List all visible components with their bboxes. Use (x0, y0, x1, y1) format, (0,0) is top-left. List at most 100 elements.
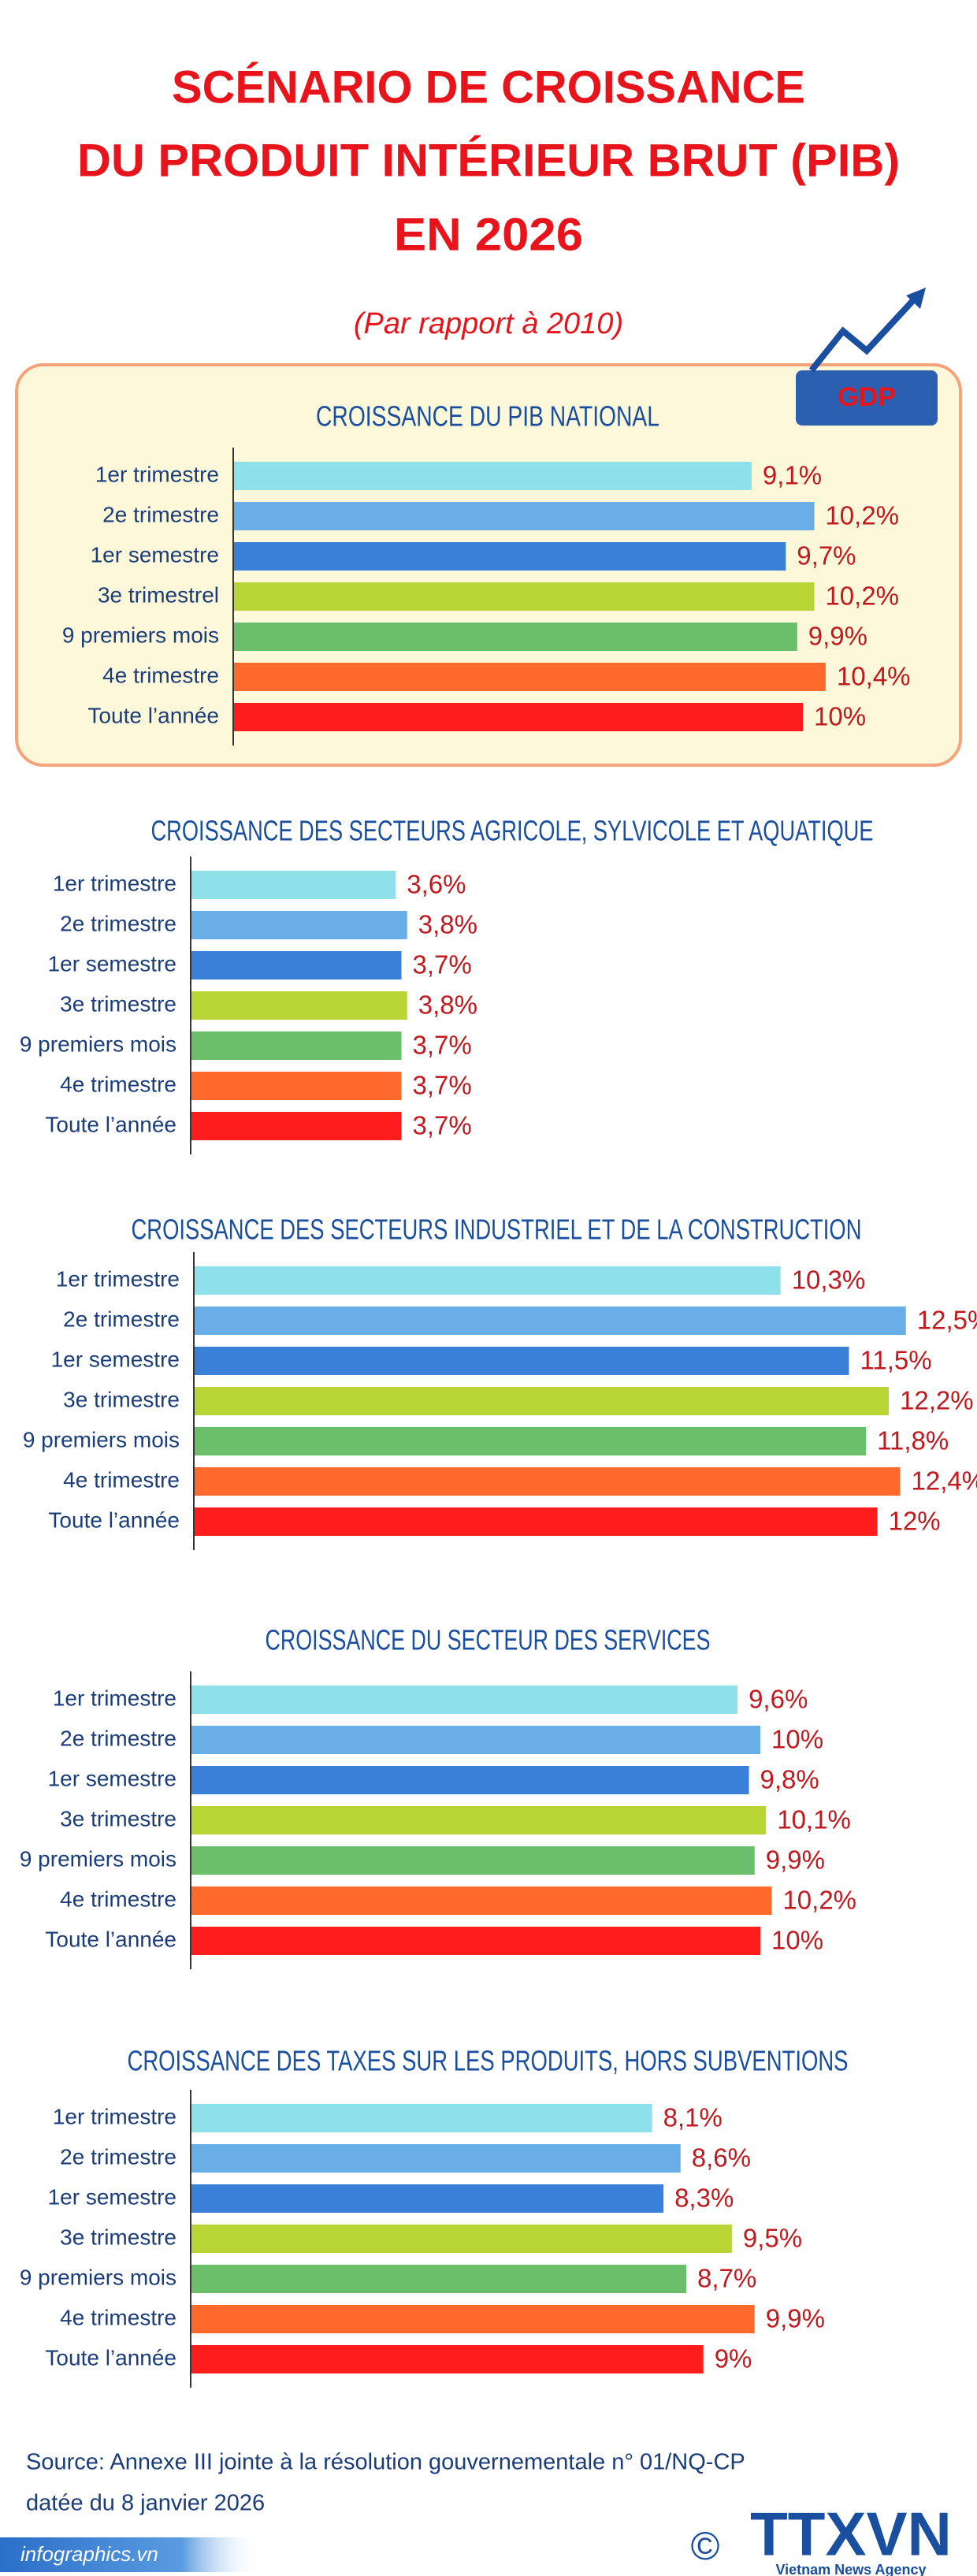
value-label: 12,4% (912, 1466, 977, 1496)
category-label: 3e trimestre (60, 1806, 176, 1831)
bar (194, 1467, 901, 1496)
category-label: Toute l’année (45, 1112, 176, 1136)
bar (194, 1427, 867, 1455)
value-label: 8,6% (692, 2143, 751, 2173)
value-label: 10,3% (792, 1266, 866, 1295)
bar (191, 2305, 755, 2333)
value-label: 9,9% (766, 1846, 825, 1875)
value-label: 11,5% (860, 1346, 931, 1375)
value-label: 3,7% (413, 950, 472, 979)
bar (191, 1032, 402, 1060)
chart-title: CROISSANCE DES SECTEURS AGRICOLE, SYLVIC… (151, 815, 874, 847)
category-label: 2e trimestre (102, 502, 219, 526)
category-label: 9 premiers mois (20, 1032, 176, 1056)
category-label: 2e trimestre (63, 1307, 180, 1331)
value-label: 12% (889, 1507, 941, 1536)
value-label: 10% (771, 1926, 823, 1955)
category-label: 9 premiers mois (20, 1846, 176, 1871)
bar (191, 1806, 767, 1834)
category-label: 1er trimestre (95, 462, 219, 486)
category-label: 1er semestre (48, 2184, 176, 2209)
bar (233, 502, 815, 530)
value-label: 8,1% (663, 2103, 723, 2132)
bar (191, 911, 407, 939)
category-label: 4e trimestre (60, 1886, 176, 1911)
subtitle: (Par rapport à 2010) (354, 307, 623, 340)
category-label: 1er trimestre (53, 871, 176, 895)
value-label: 10,4% (837, 662, 911, 691)
category-label: 1er trimestre (53, 1686, 176, 1710)
category-label: Toute l’année (48, 1507, 180, 1532)
value-label: 9,5% (743, 2224, 802, 2253)
value-label: 9,9% (808, 622, 867, 651)
value-label: 10% (771, 1725, 823, 1754)
value-label: 12,5% (917, 1306, 977, 1335)
logo-name: TTXVN (750, 2500, 952, 2569)
bar (194, 1507, 878, 1536)
bar (191, 1927, 760, 1955)
category-label: 1er semestre (48, 951, 176, 976)
category-label: 2e trimestre (60, 1726, 176, 1750)
bar (191, 951, 402, 979)
category-label: Toute l’année (45, 1927, 176, 1951)
bar (191, 871, 396, 899)
value-label: 12,2% (900, 1386, 974, 1415)
category-label: 3e trimestrel (98, 582, 219, 607)
value-label: 10,2% (782, 1886, 856, 1915)
value-label: 3,6% (407, 870, 466, 899)
value-label: 10,2% (825, 501, 899, 530)
chart-title: CROISSANCE DU SECTEUR DES SERVICES (266, 1624, 711, 1656)
value-label: 11,8% (877, 1426, 949, 1455)
bar (191, 991, 407, 1020)
bar (191, 2144, 681, 2173)
category-label: 3e trimestre (63, 1387, 180, 1411)
bar (191, 2265, 687, 2293)
value-label: 3,7% (413, 1031, 472, 1060)
category-label: 2e trimestre (60, 2144, 176, 2169)
title-line: EN 2026 (394, 209, 583, 260)
category-label: Toute l’année (45, 2345, 176, 2370)
bar (191, 2225, 732, 2253)
value-label: 9,7% (797, 541, 856, 571)
logo-tagline: Vietnam News Agency (775, 2562, 926, 2576)
bar (191, 1686, 738, 1714)
value-label: 9,9% (766, 2304, 825, 2333)
footer: infographics.vn (20, 2542, 158, 2566)
bar (191, 2184, 664, 2213)
bar (191, 1846, 755, 1875)
svg-text:GDP: GDP (838, 382, 896, 412)
bar (191, 2345, 704, 2373)
value-label: 3,8% (418, 991, 477, 1020)
bar (191, 1726, 760, 1754)
category-label: 4e trimestre (102, 663, 219, 687)
value-label: 10,1% (777, 1805, 851, 1834)
chart-title: CROISSANCE DES SECTEURS INDUSTRIEL ET DE… (132, 1214, 862, 1246)
title-line: DU PRODUIT INTÉRIEUR BRUT (PIB) (77, 135, 900, 186)
value-label: 9% (715, 2344, 752, 2373)
value-label: 3,7% (413, 1071, 472, 1100)
chart-title: CROISSANCE DES TAXES SUR LES PRODUITS, H… (128, 2045, 849, 2077)
value-label: 9,8% (760, 1765, 819, 1794)
category-label: 9 premiers mois (20, 2265, 176, 2289)
bar (233, 582, 815, 611)
category-label: 9 premiers mois (62, 623, 219, 647)
bar (191, 1072, 402, 1100)
value-label: 9,1% (763, 461, 822, 490)
category-label: 1er semestre (91, 542, 219, 567)
bar (233, 703, 803, 731)
gdp-icon: GDP (796, 288, 938, 426)
value-label: 8,7% (697, 2264, 756, 2293)
source: datée du 8 janvier 2026 (26, 2491, 265, 2516)
bar (194, 1347, 849, 1375)
category-label: 4e trimestre (60, 1072, 176, 1096)
category-label: 4e trimestre (63, 1467, 180, 1492)
bar (194, 1387, 890, 1415)
category-label: 4e trimestre (60, 2305, 176, 2329)
bar (233, 542, 786, 571)
category-label: 3e trimestre (60, 2225, 176, 2249)
copyright: © (691, 2524, 720, 2568)
bar (191, 1766, 749, 1794)
bar (191, 1112, 402, 1140)
title-line: SCÉNARIO DE CROISSANCE (172, 61, 805, 113)
